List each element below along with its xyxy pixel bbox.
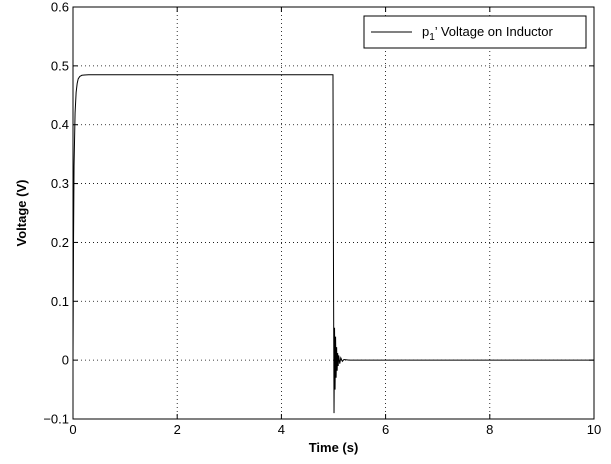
x-axis-label: Time (s) — [309, 440, 359, 455]
series-layer — [72, 74, 594, 414]
x-tick-label: 8 — [486, 422, 493, 437]
y-tick-label: 0 — [62, 353, 69, 368]
y-tick-label: −0.1 — [43, 412, 69, 427]
y-tick-label: 0.5 — [51, 58, 69, 73]
x-tick-label: 0 — [69, 422, 76, 437]
legend-entry-label: p1’ Voltage on Inductor — [422, 24, 554, 43]
y-tick-label: 0.4 — [51, 117, 69, 132]
y-tick-label: 0.2 — [51, 235, 69, 250]
legend: p1’ Voltage on Inductor — [363, 15, 587, 49]
y-tick-label: 0.1 — [51, 294, 69, 309]
series-line-inductor-voltage — [72, 74, 594, 414]
legend-label-main: p — [422, 24, 429, 39]
legend-label-subscript: 1 — [429, 32, 435, 43]
x-tick-label: 2 — [174, 422, 181, 437]
y-tick-label: 0.6 — [51, 0, 69, 15]
x-tick-label: 6 — [382, 422, 389, 437]
plot-frame — [72, 6, 595, 420]
legend-label-rest: ’ Voltage on Inductor — [435, 24, 554, 39]
y-axis-label: Voltage (V) — [14, 180, 29, 247]
x-tick-label: 10 — [587, 422, 601, 437]
y-tick-label: 0.3 — [51, 176, 69, 191]
x-tick-label: 4 — [278, 422, 285, 437]
ticks: 0 2 4 6 8 10−0.100.10.20.30.40.50.6 — [43, 0, 601, 437]
